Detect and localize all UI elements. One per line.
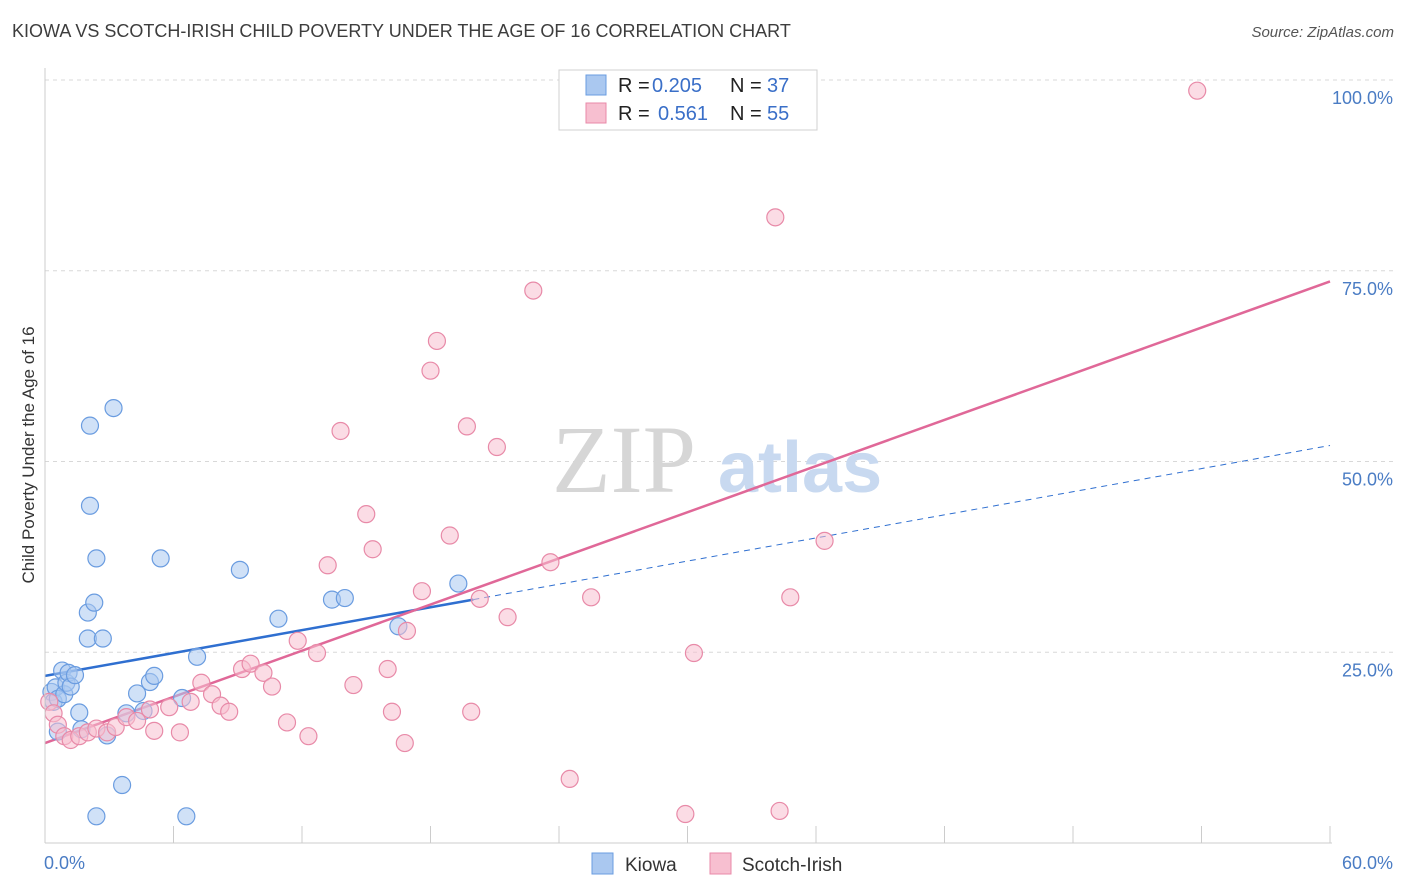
scotch-irish-point [815, 531, 834, 550]
watermark-zip: ZIP [552, 406, 696, 513]
kiowa-point [177, 807, 196, 826]
scotch-irish-point [262, 677, 282, 696]
y-tick-label: 100.0% [1332, 88, 1393, 108]
bottom-legend-label-kiowa: Kiowa [625, 855, 677, 876]
correlation-legend: R = 0.205 N = 37 R = 0.561 N = 55 [558, 69, 818, 131]
scotch-irish-point [140, 700, 160, 719]
scotch-irish-point [397, 621, 417, 640]
scotch-irish-point [170, 723, 190, 742]
bottom-legend-swatch-kiowa [591, 852, 614, 875]
scotch-irish-point [395, 733, 414, 753]
scotch-irish-point [457, 417, 477, 436]
y-tick-label: 25.0% [1342, 660, 1393, 680]
scotch-irish-point [770, 801, 789, 821]
chart-source: Source: ZipAtlas.com [1251, 24, 1394, 41]
scotch-irish-point [498, 608, 517, 627]
scotch-irish-point [412, 582, 432, 601]
kiowa-point [85, 593, 104, 612]
scotch-irish-point [440, 526, 459, 545]
scotch-irish-point [307, 643, 327, 663]
scotch-irish-point [766, 208, 785, 227]
kiowa-point [187, 647, 207, 666]
scotch-irish-point [192, 673, 211, 692]
legend-swatch-kiowa [585, 74, 607, 96]
scotch-irish-point [524, 281, 543, 300]
kiowa-point [80, 416, 100, 435]
kiowa-point [65, 666, 85, 685]
series-legend: Kiowa Scotch-Irish [591, 852, 842, 876]
kiowa-point [335, 588, 354, 608]
scotch-irish-point [357, 505, 376, 524]
kiowa-point [145, 666, 164, 686]
chart-title: KIOWA VS SCOTCH-IRISH CHILD POVERTY UNDE… [12, 21, 791, 41]
scotch-irish-point [462, 702, 481, 721]
kiowa-point [70, 703, 89, 722]
y-tick-labels: 25.0% 50.0% 75.0% 100.0% [1332, 88, 1393, 680]
scotch-irish-point [254, 663, 273, 682]
y-axis-label: Child Poverty Under the Age of 16 [19, 326, 38, 583]
scotch-irish-point [582, 588, 601, 607]
scotch-irish-point [541, 553, 560, 572]
kiowa-point [230, 560, 249, 579]
kiowa-point [87, 549, 106, 568]
kiowa-point [112, 775, 132, 795]
scotch-irish-point [145, 721, 164, 740]
scotch-irish-point [160, 698, 179, 717]
y-tick-label: 75.0% [1342, 279, 1393, 299]
bottom-legend-label-scotch-irish: Scotch-Irish [742, 855, 842, 876]
kiowa-point [80, 496, 100, 515]
kiowa-trend-extension [473, 444, 1331, 601]
kiowa-point [104, 398, 123, 418]
scotch-irish-point [676, 804, 695, 824]
legend-swatch-scotch-irish [585, 102, 607, 124]
x-tick-label-min: 0.0% [44, 853, 85, 873]
scotch-irish-point [181, 692, 200, 711]
grid-layer [45, 79, 1393, 653]
scotch-irish-point [1188, 81, 1207, 100]
scotch-irish-point [318, 556, 337, 575]
scotch-irish-point [781, 588, 800, 607]
scotch-irish-point [487, 437, 506, 457]
legend-r-value-kiowa: 0.205 [652, 75, 702, 97]
legend-n-label-kiowa: N = [730, 75, 762, 97]
scotch-irish-point [331, 421, 350, 441]
scotch-irish-point [427, 331, 447, 351]
scotch-irish-point [560, 769, 579, 789]
scotch-irish-point [127, 711, 147, 731]
kiowa-point [127, 684, 147, 703]
scotch-irish-point [363, 540, 382, 559]
x-tick-marks [173, 826, 1331, 843]
kiowa-point [93, 629, 112, 648]
scotch-irish-point [382, 702, 402, 721]
scotch-irish-point [220, 702, 239, 721]
kiowa-point [87, 807, 106, 826]
scotch-irish-point [470, 589, 489, 608]
scotch-irish-point [299, 727, 318, 746]
scotch-irish-point [684, 643, 704, 663]
kiowa-point [269, 609, 288, 628]
watermark-atlas: atlas [718, 428, 882, 508]
legend-n-value-kiowa: 37 [767, 75, 789, 97]
scotch-irish-point [378, 659, 397, 679]
scotch-irish-point [344, 675, 363, 695]
bottom-legend-swatch-scotch-irish [709, 852, 732, 875]
legend-r-label-kiowa: R = [618, 75, 650, 97]
scotch-irish-points [40, 81, 1207, 824]
legend-r-label-scotch-irish: R = [618, 103, 650, 125]
scotch-irish-point [241, 654, 260, 673]
scotch-irish-point [421, 361, 440, 380]
kiowa-trend-line [44, 598, 474, 678]
x-tick-label-max: 60.0% [1342, 853, 1393, 873]
legend-n-value-scotch-irish: 55 [767, 103, 789, 125]
legend-n-label-scotch-irish: N = [730, 103, 762, 125]
legend-r-value-scotch-irish: 0.561 [658, 103, 708, 125]
kiowa-point [151, 549, 170, 568]
kiowa-point [449, 574, 468, 593]
y-tick-label: 50.0% [1342, 470, 1393, 490]
scotch-irish-point [288, 631, 307, 650]
scotch-irish-point [277, 713, 297, 732]
